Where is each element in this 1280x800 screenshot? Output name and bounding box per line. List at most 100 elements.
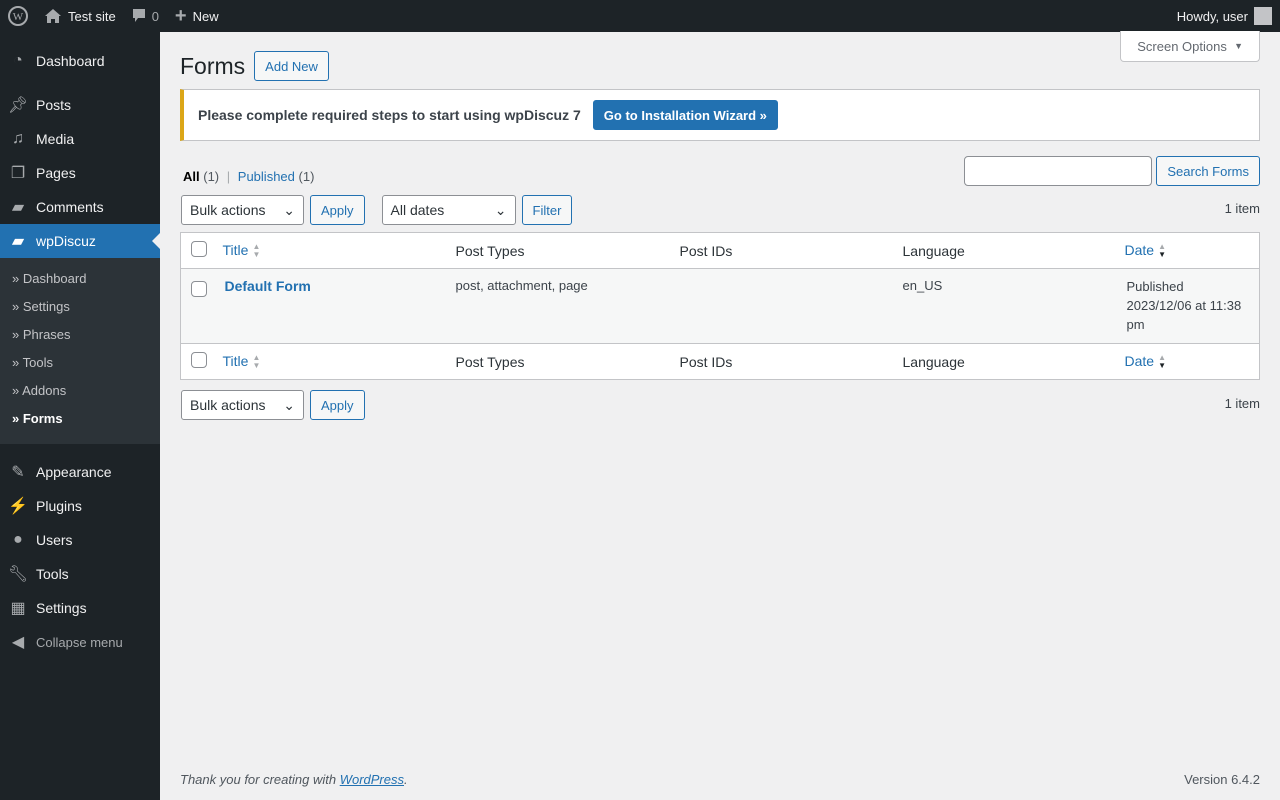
new-label: New bbox=[192, 8, 219, 24]
select-all-checkbox[interactable] bbox=[191, 241, 207, 257]
bulk-actions-select[interactable]: Bulk actions ⌄ bbox=[181, 195, 304, 225]
menu-label: Settings bbox=[36, 600, 87, 616]
footer-thanks: Thank you for creating with bbox=[180, 772, 340, 787]
brush-icon: ✎ bbox=[11, 464, 25, 481]
column-title-sort[interactable]: Title bbox=[222, 352, 249, 369]
all-count: (1) bbox=[203, 169, 220, 184]
installation-wizard-button[interactable]: Go to Installation Wizard » bbox=[592, 100, 778, 130]
column-language: Language bbox=[902, 353, 965, 370]
menu-label: Users bbox=[36, 532, 73, 548]
menu-wpdiscuz[interactable]: ▰ wpDiscuz bbox=[0, 224, 160, 258]
avatar bbox=[1254, 7, 1272, 25]
footer-period: . bbox=[404, 772, 408, 787]
site-name-link[interactable]: Test site bbox=[36, 0, 124, 32]
published-count: (1) bbox=[298, 169, 315, 184]
menu-users[interactable]: ● Users bbox=[0, 523, 160, 557]
search-forms-button[interactable]: Search Forms bbox=[1156, 156, 1260, 186]
wrench-icon: 🔧︎ bbox=[7, 566, 29, 583]
bulk-actions-select-bottom[interactable]: Bulk actions ⌄ bbox=[181, 390, 304, 420]
column-title-sort[interactable]: Title bbox=[222, 241, 249, 258]
menu-label: Pages bbox=[36, 165, 76, 181]
comment-icon: ▰ bbox=[11, 233, 25, 250]
menu-label: Tools bbox=[36, 566, 69, 582]
add-new-button[interactable]: Add New bbox=[254, 51, 329, 81]
menu-comments[interactable]: ▰ Comments bbox=[0, 190, 160, 224]
wpdiscuz-submenu: » Dashboard » Settings » Phrases » Tools… bbox=[0, 258, 160, 444]
sort-icon: ▲ ▼ bbox=[1158, 242, 1166, 260]
menu-label: Collapse menu bbox=[36, 634, 123, 650]
menu-label: Dashboard bbox=[36, 53, 105, 69]
pages-icon: ❐ bbox=[10, 165, 26, 182]
apply-button[interactable]: Apply bbox=[310, 195, 365, 225]
submenu-forms[interactable]: » Forms bbox=[12, 411, 63, 426]
menu-dashboard[interactable]: ◔ Dashboard bbox=[0, 44, 160, 78]
settings-icon: ▦ bbox=[10, 600, 26, 617]
menu-pages[interactable]: ❐ Pages bbox=[0, 156, 160, 190]
forms-table: Title ▲ ▼ Post Types Post IDs Language Dat… bbox=[180, 232, 1260, 380]
version-text: Version 6.4.2 bbox=[1184, 772, 1260, 787]
column-post-ids: Post IDs bbox=[679, 353, 733, 370]
menu-label: wpDiscuz bbox=[36, 233, 96, 249]
date-status: Published bbox=[1126, 279, 1184, 294]
comment-icon bbox=[132, 9, 145, 22]
dates-select[interactable]: All dates ⌄ bbox=[381, 195, 516, 225]
menu-tools[interactable]: 🔧︎ Tools bbox=[0, 557, 160, 591]
screen-options-button[interactable]: Screen Options ▼ bbox=[1120, 31, 1260, 62]
menu-posts[interactable]: 📌︎ Posts bbox=[0, 88, 160, 122]
submenu-tools[interactable]: » Tools bbox=[12, 355, 53, 370]
menu-label: Posts bbox=[36, 97, 72, 113]
howdy-text: Howdy, user bbox=[1176, 8, 1248, 24]
menu-plugins[interactable]: ⚡ Plugins bbox=[0, 489, 160, 523]
home-icon bbox=[45, 9, 61, 23]
sort-icon: ▲ ▼ bbox=[252, 242, 261, 260]
comments-link[interactable]: 0 bbox=[124, 0, 167, 32]
screen-options-label: Screen Options bbox=[1137, 38, 1227, 54]
comments-count: 0 bbox=[151, 8, 159, 24]
wordpress-link[interactable]: WordPress bbox=[339, 772, 404, 787]
row-checkbox[interactable] bbox=[191, 281, 207, 297]
menu-label: Plugins bbox=[36, 498, 82, 514]
caret-down-icon: ▼ bbox=[1234, 41, 1243, 51]
new-content-link[interactable]: + New bbox=[167, 0, 227, 32]
language-cell: en_US bbox=[902, 278, 943, 293]
filter-published[interactable]: Published bbox=[237, 169, 295, 184]
submenu-phrases[interactable]: » Phrases bbox=[12, 327, 71, 342]
submenu-dashboard[interactable]: » Dashboard bbox=[12, 271, 87, 286]
column-post-types: Post Types bbox=[455, 242, 525, 259]
separator: | bbox=[226, 169, 231, 184]
plus-icon: + bbox=[174, 4, 187, 27]
submenu-addons[interactable]: » Addons bbox=[12, 383, 67, 398]
column-date-sort[interactable]: Date bbox=[1124, 241, 1155, 258]
svg-text:W: W bbox=[13, 11, 24, 23]
date-value: 2023/12/06 at 11:38 pm bbox=[1126, 298, 1242, 332]
status-filters: All (1) | Published (1) bbox=[183, 169, 314, 184]
menu-label: Comments bbox=[36, 199, 104, 215]
menu-settings[interactable]: ▦ Settings bbox=[0, 591, 160, 625]
apply-button-bottom[interactable]: Apply bbox=[310, 390, 365, 420]
chevron-down-icon: ⌄ bbox=[283, 201, 295, 218]
filter-button[interactable]: Filter bbox=[521, 195, 573, 225]
select-all-checkbox-footer[interactable] bbox=[191, 352, 207, 368]
select-value: Bulk actions bbox=[190, 202, 266, 218]
my-account-link[interactable]: Howdy, user bbox=[1169, 0, 1280, 32]
admin-menu: ◔ Dashboard 📌︎ Posts ♫ Media ❐ Pages ▰ Commen… bbox=[0, 32, 160, 800]
post-ids-cell bbox=[670, 269, 893, 344]
wp-logo-button[interactable]: W bbox=[0, 0, 36, 32]
notice: Please complete required steps to start … bbox=[180, 89, 1260, 141]
collapse-menu-button[interactable]: ◀ Collapse menu bbox=[0, 625, 160, 659]
column-post-ids: Post IDs bbox=[679, 242, 733, 259]
media-icon: ♫ bbox=[12, 130, 24, 147]
form-title-link[interactable]: Default Form bbox=[224, 278, 311, 294]
filter-all[interactable]: All bbox=[183, 169, 200, 184]
item-count: 1 item bbox=[1224, 201, 1260, 216]
footer: Thank you for creating with WordPress. V… bbox=[180, 772, 1260, 787]
dashboard-icon: ◔ bbox=[13, 52, 23, 69]
select-value: Bulk actions bbox=[190, 397, 266, 413]
menu-appearance[interactable]: ✎ Appearance bbox=[0, 455, 160, 489]
submenu-settings[interactable]: » Settings bbox=[12, 299, 70, 314]
column-language: Language bbox=[902, 242, 965, 259]
menu-media[interactable]: ♫ Media bbox=[0, 122, 160, 156]
column-date-sort[interactable]: Date bbox=[1124, 352, 1155, 369]
pin-icon: 📌︎ bbox=[7, 97, 29, 114]
search-input[interactable] bbox=[964, 156, 1153, 186]
